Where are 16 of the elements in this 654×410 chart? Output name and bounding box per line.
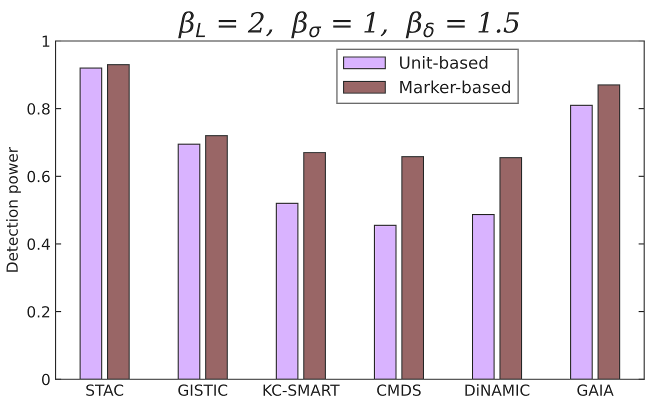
x-tick-label: GAIA: [577, 384, 614, 396]
y-tick-label: 0.4: [27, 238, 50, 250]
y-tick-label: 1: [42, 36, 50, 47]
chart-title: β$_{L}$ = 2, β$_{σ}$ = 1, β$_{δ}$ = 1.5: [178, 11, 519, 38]
y-tick-label: 0.6: [27, 170, 50, 182]
y-tick-label: 0.8: [27, 103, 50, 115]
x-tick-label: CMDS: [377, 384, 421, 396]
y-axis-title: Detection power: [6, 146, 21, 272]
x-tick-label: KC-SMART: [264, 384, 340, 396]
legend-label: Marker-based: [400, 80, 510, 94]
x-tick-label: DiNAMIC: [465, 384, 530, 396]
y-tick-label: 0.2: [27, 306, 50, 318]
legend-label: Unit-based: [400, 56, 488, 69]
x-tick-label: STAC: [86, 384, 124, 396]
y-tick-label: 0: [42, 374, 50, 386]
x-tick-label: GISTIC: [178, 384, 228, 396]
